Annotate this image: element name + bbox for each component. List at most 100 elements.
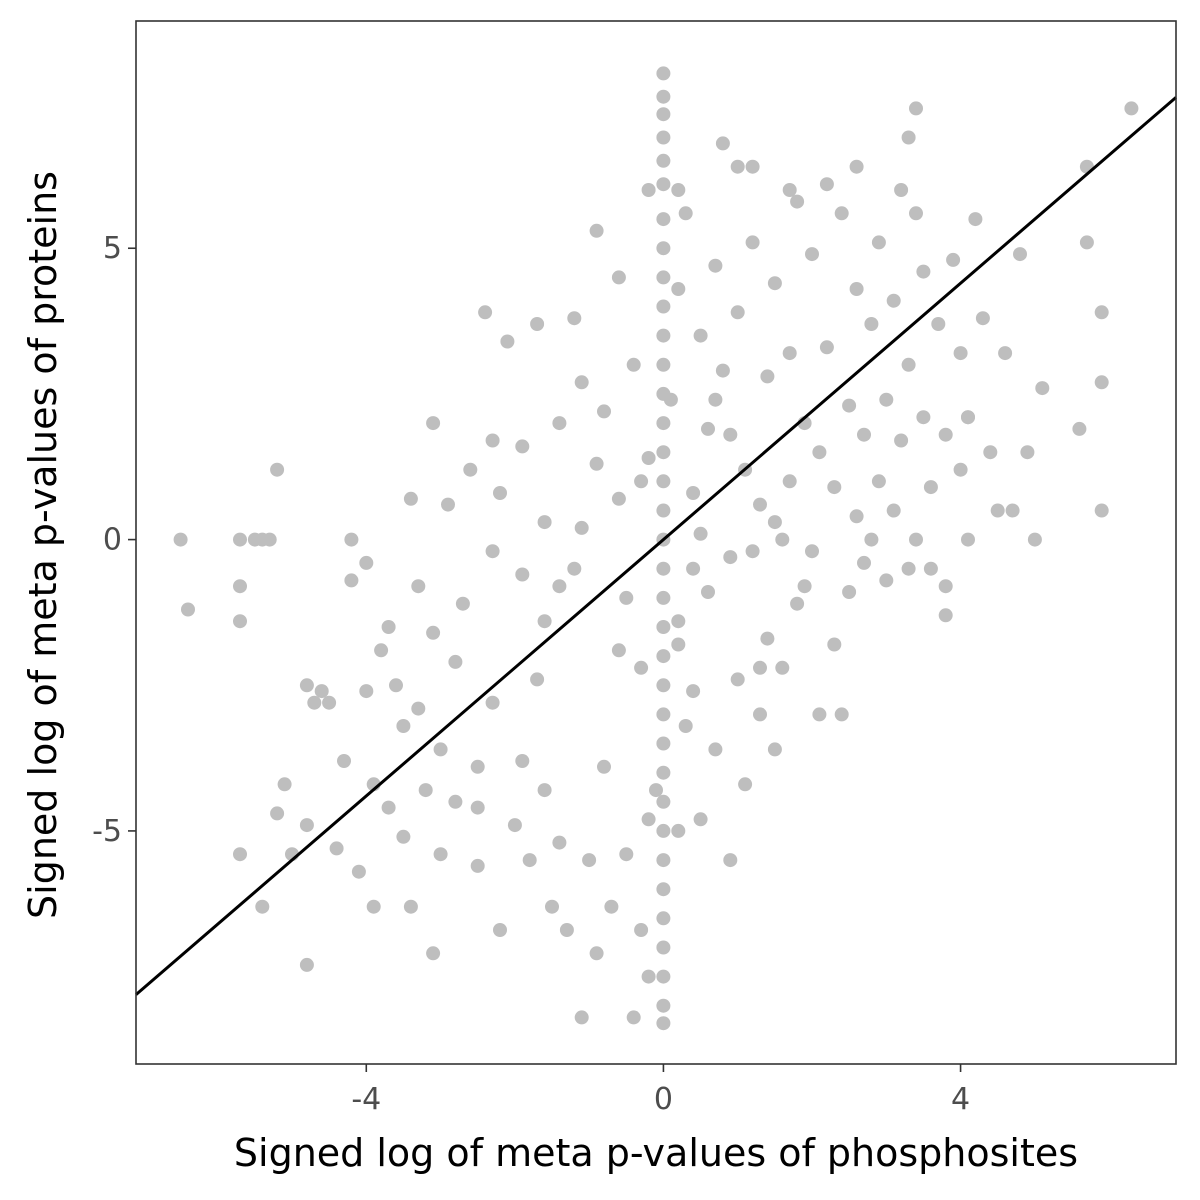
scatter-point [894, 183, 909, 197]
scatter-point [470, 858, 485, 873]
scatter-point [723, 427, 738, 442]
scatter-point [938, 427, 953, 442]
scatter-point [233, 579, 247, 594]
scatter-point [864, 317, 879, 331]
scatter-point [403, 491, 418, 506]
scatter-point [656, 89, 671, 104]
scatter-point [433, 742, 448, 757]
scatter-point [1094, 503, 1109, 518]
scatter-point [879, 573, 894, 588]
scatter-point [656, 794, 671, 809]
scatter-point [678, 206, 693, 221]
scatter-point [255, 899, 270, 914]
scatter-point [656, 853, 671, 868]
scatter-point [901, 357, 916, 372]
scatter-point [1072, 421, 1087, 436]
scatter-point [909, 206, 923, 221]
scatter-point [597, 759, 611, 774]
y-tick-label: 5 [103, 231, 122, 266]
scatter-point [299, 957, 314, 972]
scatter-point [656, 765, 671, 780]
scatter-point [879, 392, 894, 407]
scatter-point [299, 678, 314, 693]
scatter-point [686, 561, 701, 576]
scatter-point [270, 462, 285, 477]
scatter-point [834, 707, 849, 722]
scatter-point [827, 637, 842, 652]
scatter-point [671, 823, 686, 838]
scatter-point [715, 136, 730, 151]
scatter-point [611, 270, 626, 285]
scatter-point [775, 660, 790, 675]
scatter-point [448, 794, 463, 809]
scatter-point [359, 684, 374, 699]
scatter-point [656, 299, 671, 314]
scatter-point [708, 392, 723, 407]
scatter-point [671, 637, 686, 652]
scatter-point [537, 783, 552, 798]
scatter-point [344, 573, 359, 588]
scatter-point [857, 555, 871, 570]
scatter-point [745, 159, 760, 174]
scatter-point [656, 823, 671, 838]
scatter-point [708, 258, 723, 273]
scatter-point [738, 777, 753, 792]
scatter-point [634, 660, 649, 675]
scatter-point [767, 276, 782, 291]
y-tick-label: 0 [103, 523, 122, 558]
x-tick-label: 0 [654, 1082, 673, 1117]
scatter-point [871, 235, 886, 250]
scatter-point [790, 596, 805, 611]
scatter-point [693, 526, 708, 541]
scatter-point [656, 445, 671, 460]
scatter-point [381, 620, 396, 634]
scatter-point [641, 451, 656, 465]
scatter-point [322, 695, 337, 710]
scatter-point [842, 398, 857, 413]
scatter-point [671, 614, 686, 629]
points-layer [173, 66, 1139, 1031]
scatter-point [805, 247, 819, 262]
scatter-point [611, 643, 626, 658]
scatter-point [663, 392, 678, 407]
scatter-point [686, 684, 701, 699]
scatter-point [805, 544, 819, 559]
scatter-point [522, 853, 537, 868]
scatter-point [634, 923, 649, 937]
scatter-point [656, 177, 671, 192]
scatter-point [782, 474, 797, 489]
scatter-point [448, 654, 463, 669]
scatter-point [812, 445, 827, 460]
scatter-point [923, 480, 938, 495]
scatter-point [760, 369, 775, 384]
scatter-point [656, 416, 671, 431]
scatter-point [359, 555, 374, 570]
scatter-point [723, 853, 738, 868]
scatter-point [411, 701, 426, 716]
scatter-point [745, 544, 760, 559]
scatter-point [767, 515, 782, 530]
scatter-point [983, 445, 998, 460]
scatter-point [656, 474, 671, 489]
scatter-point [1035, 381, 1050, 396]
scatter-point [671, 282, 686, 296]
scatter-point [916, 264, 931, 279]
scatter-point [730, 159, 745, 174]
scatter-point [961, 410, 975, 425]
scatter-point [656, 882, 671, 897]
scatter-point [277, 777, 292, 792]
scatter-point [686, 486, 701, 500]
scatter-point [834, 206, 849, 221]
scatter-point [938, 579, 953, 594]
scatter-point [351, 864, 366, 879]
scatter-point [515, 439, 530, 454]
scatter-point [455, 596, 470, 611]
scatter-point [790, 194, 805, 209]
scatter-point [864, 532, 879, 547]
scatter-point [656, 649, 671, 664]
scatter-point [782, 346, 797, 361]
scatter-point [552, 579, 567, 594]
scatter-point [961, 532, 975, 547]
